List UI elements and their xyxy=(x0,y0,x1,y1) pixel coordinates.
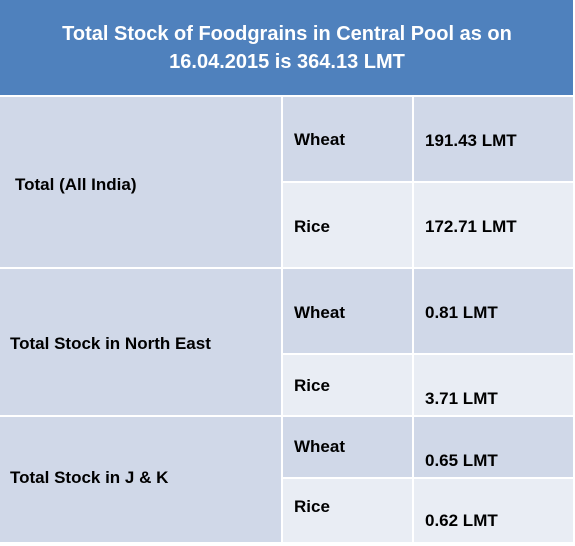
grid-line xyxy=(0,542,575,546)
value-cell-jk-rice: 0.62 LMT xyxy=(413,478,574,542)
grid-line xyxy=(412,96,414,542)
grid-line xyxy=(282,353,575,355)
region-cell-jk: Total Stock in J & K xyxy=(0,416,282,542)
value-cell-north-east-wheat: 0.81 LMT xyxy=(413,268,574,354)
grid-line xyxy=(0,95,575,97)
region-cell-all-india: Total (All India) xyxy=(0,96,282,268)
grid-line xyxy=(282,477,575,479)
grid-line xyxy=(0,267,575,269)
region-label-all-india: Total (All India) xyxy=(15,175,137,194)
grain-label: Wheat xyxy=(294,130,345,149)
grain-cell-north-east-wheat: Wheat xyxy=(282,268,413,354)
stock-value: 0.81 LMT xyxy=(425,303,498,322)
header-title-line-1: Total Stock of Foodgrains in Central Poo… xyxy=(62,23,512,45)
value-cell-all-india-wheat: 191.43 LMT xyxy=(413,96,574,182)
grain-label: Rice xyxy=(294,376,330,395)
grain-label: Wheat xyxy=(294,303,345,322)
header-title-line-2: 16.04.2015 is 364.13 LMT xyxy=(169,51,405,73)
stock-value: 3.71 LMT xyxy=(425,389,498,408)
stock-value: 191.43 LMT xyxy=(425,131,517,150)
grain-cell-jk-rice: Rice xyxy=(282,478,413,542)
region-cell-north-east: Total Stock in North East xyxy=(0,268,282,416)
value-cell-jk-wheat: 0.65 LMT xyxy=(413,416,574,478)
stock-value: 0.62 LMT xyxy=(425,511,498,530)
grain-cell-north-east-rice: Rice xyxy=(282,354,413,416)
stock-value: 172.71 LMT xyxy=(425,217,517,236)
grid-line xyxy=(573,0,575,546)
grain-cell-all-india-rice: Rice xyxy=(282,182,413,268)
grain-cell-jk-wheat: Wheat xyxy=(282,416,413,478)
value-cell-all-india-rice: 172.71 LMT xyxy=(413,182,574,268)
grid-line xyxy=(0,415,575,417)
grain-label: Rice xyxy=(294,217,330,236)
grain-label: Wheat xyxy=(294,437,345,456)
grid-line xyxy=(281,96,283,542)
grain-label: Rice xyxy=(294,497,330,516)
region-label-jk: Total Stock in J & K xyxy=(10,468,169,487)
grain-cell-all-india-wheat: Wheat xyxy=(282,96,413,182)
value-cell-north-east-rice: 3.71 LMT xyxy=(413,354,574,416)
stock-value: 0.65 LMT xyxy=(425,451,498,470)
region-label-north-east: Total Stock in North East xyxy=(10,334,211,353)
grid-line xyxy=(282,181,575,183)
table-header: Total Stock of Foodgrains in Central Poo… xyxy=(0,0,574,96)
